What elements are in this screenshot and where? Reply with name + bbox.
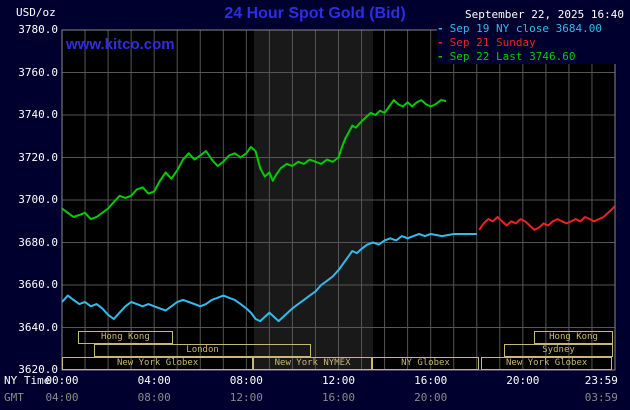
- gmt-tick: 08:00: [137, 391, 171, 404]
- y-axis-tick: 3720.0: [18, 150, 58, 164]
- legend-item: - Sep 22 Last 3746.60: [437, 50, 618, 64]
- legend-label: Sep 21 Sunday: [449, 36, 536, 49]
- ny-time-tick: 23:59: [584, 374, 618, 387]
- session-box-new-york-globex: New York Globex: [62, 357, 254, 370]
- y-axis-tick: 3700.0: [18, 193, 58, 206]
- ny-time-tick: 12:00: [321, 374, 356, 387]
- legend-item: - Sep 19 NY close 3684.00: [437, 22, 618, 36]
- price-line-sep-22-last: [61, 99, 447, 221]
- gmt-tick: 03:59: [584, 391, 618, 404]
- y-axis-tick: 3760.0: [18, 65, 58, 79]
- y-axis-tick: 3780.0: [18, 23, 58, 36]
- session-box-hong-kong: Hong Kong: [78, 331, 173, 344]
- ny-time-axis-label: NY Time: [4, 374, 51, 387]
- ny-time-ticks: 00:00 04:00 08:00 12:00 16:00 20:00 23:59: [0, 374, 630, 387]
- chart-legend: - Sep 19 NY close 3684.00- Sep 21 Sunday - S…: [437, 22, 618, 64]
- session-box-new-york-globex: New York Globex: [481, 357, 612, 370]
- y-axis-tick: 3740.0: [18, 108, 58, 121]
- kitco-site-link[interactable]: www.kitco.com: [66, 36, 175, 53]
- page-title: 24 Hour Spot Gold (Bid): [224, 5, 406, 22]
- session-box-london: London: [94, 344, 311, 357]
- gmt-tick: 16:00: [321, 391, 356, 404]
- gmt-tick: 20:00: [414, 391, 448, 404]
- legend-item: - Sep 21 Sunday: [437, 36, 618, 50]
- ny-time-tick: 20:00: [506, 374, 540, 387]
- ny-time-tick: 16:00: [414, 374, 448, 387]
- gmt-tick: 12:00: [229, 391, 263, 404]
- session-box-new-york-nymex: New York NYMEX: [253, 357, 372, 370]
- ny-time-tick: 04:00: [137, 374, 171, 387]
- session-box-ny-globex: NY Globex: [371, 357, 480, 370]
- plot-border: [61, 29, 616, 371]
- y-axis-tick: 3620.0: [18, 363, 58, 376]
- ny-time-tick: 00:00: [45, 374, 79, 387]
- legend-line-marker: -: [437, 22, 444, 35]
- legend-line-marker: -: [437, 50, 444, 63]
- legend-label: Sep 19 NY close 3684.00: [449, 22, 602, 35]
- gmt-tick: 04:00: [45, 391, 79, 404]
- legend-label: Sep 22 Last 3746.60: [449, 50, 576, 63]
- y-axis-tick: 3660.0: [18, 278, 58, 291]
- session-box-sydney: Sydney: [504, 344, 613, 357]
- gmt-axis-label: GMT: [4, 391, 24, 404]
- units-label: USD/oz: [16, 6, 56, 19]
- legend-line-marker: -: [437, 36, 444, 49]
- price-line-sep-19-ny-close: [61, 233, 477, 323]
- ny-time-tick: 08:00: [229, 374, 263, 387]
- gmt-ticks: 04:00 08:00 12:00 16:00 20:00 03:59: [0, 391, 630, 404]
- y-axis-tick: 3640.0: [18, 320, 58, 334]
- chart-datetime: September 22, 2025 16:40: [465, 8, 624, 21]
- y-axis-tick: 3680.0: [18, 235, 58, 249]
- session-box-hong-kong: Hong Kong: [534, 331, 613, 344]
- price-line-sep-21-sunday: [478, 205, 616, 231]
